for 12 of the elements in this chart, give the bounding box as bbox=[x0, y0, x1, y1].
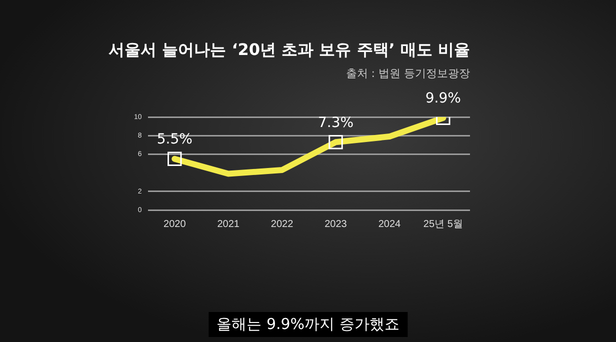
x-tick-label: 2021 bbox=[217, 218, 240, 230]
data-label: 5.5% bbox=[156, 131, 192, 148]
data-label: 9.9% bbox=[425, 90, 461, 107]
x-tick-label: 2022 bbox=[270, 218, 294, 230]
x-tick-label: 2023 bbox=[324, 218, 348, 230]
text: 올해는 9.9%까지 증가했죠 bbox=[208, 312, 408, 337]
x-tick-label: 2020 bbox=[164, 218, 186, 230]
chart-subtitle: 출처 : 법원 등기정보광장 bbox=[346, 66, 470, 81]
x-tick-label: 25년 5월 bbox=[423, 218, 463, 230]
chart-title: 서울서 늘어나는 ‘20년 초과 보유 주택’ 매도 비율 bbox=[108, 40, 470, 61]
data-label: 7.3% bbox=[318, 114, 354, 131]
x-tick-label: 2024 bbox=[378, 218, 402, 230]
